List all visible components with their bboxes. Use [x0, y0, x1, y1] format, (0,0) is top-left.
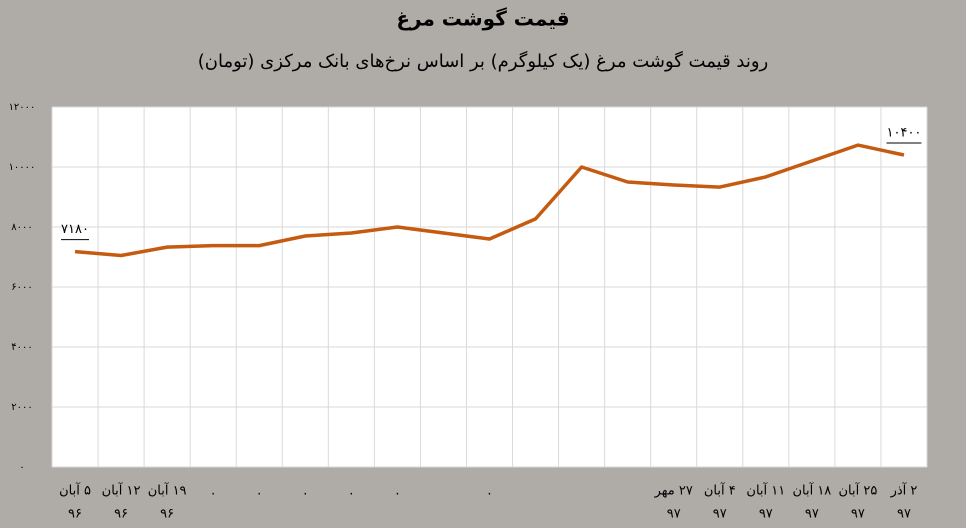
x-tick-sublabel: ۹۶	[160, 507, 174, 522]
y-tick-label: ۶۰۰۰	[11, 282, 32, 293]
y-tick-label: ۱۲۰۰۰	[9, 102, 36, 113]
x-tick-sublabel: ۹۷	[805, 507, 819, 522]
chart-title: قیمت گوشت مرغ	[396, 7, 569, 31]
x-tick-sublabel: ۹۷	[759, 507, 773, 522]
x-tick-sublabel: ۹۷	[851, 507, 865, 522]
x-tick-label: .	[211, 484, 215, 499]
data-label: ۷۱۸۰	[61, 222, 89, 237]
x-tick-label: .	[257, 484, 261, 499]
x-tick-label: .	[349, 484, 353, 499]
data-label: ۱۰۴۰۰	[887, 126, 922, 141]
x-tick-label: .	[395, 484, 399, 499]
x-tick-sublabel: ۹۶	[114, 507, 128, 522]
y-tick-label: ۰	[19, 462, 24, 473]
y-tick-label: ۲۰۰۰	[11, 402, 32, 413]
y-tick-label: ۴۰۰۰	[11, 342, 32, 353]
line-series	[74, 143, 905, 258]
x-tick-label: ۲۵ آبان	[838, 482, 877, 499]
x-tick-sublabel: ۹۷	[667, 507, 681, 522]
x-tick-label: ۱۸ آبان	[792, 482, 831, 499]
x-tick-sublabel: ۹۷	[897, 507, 911, 522]
x-tick-label: ۱۱ آبان	[746, 482, 785, 499]
x-tick-label: ۲۷ مهر	[654, 484, 693, 499]
x-tick-sublabel: ۹۷	[713, 507, 727, 522]
x-tick-label: ۱۲ آبان	[102, 482, 141, 499]
x-tick-label: ۴ آبان	[704, 482, 736, 499]
y-tick-label: ۱۰۰۰۰	[9, 162, 36, 173]
x-tick-label: .	[303, 484, 307, 499]
x-tick-label: ۲ آذر	[890, 482, 918, 499]
x-tick-label: ۵ آبان	[59, 482, 91, 499]
x-tick-label: .	[487, 484, 491, 499]
x-tick-sublabel: ۹۶	[68, 507, 82, 522]
y-tick-label: ۸۰۰۰	[11, 222, 32, 233]
chart-subtitle: روند قیمت گوشت مرغ (یک کیلوگرم) بر اساس …	[198, 50, 769, 72]
x-tick-label: ۱۹ آبان	[148, 482, 187, 499]
